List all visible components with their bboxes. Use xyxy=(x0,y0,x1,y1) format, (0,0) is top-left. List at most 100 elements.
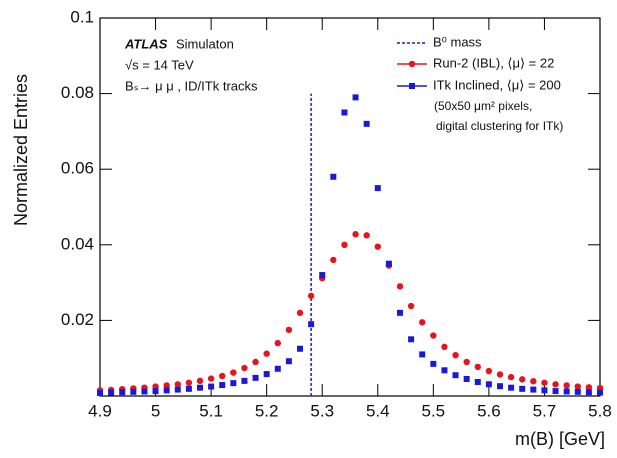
point xyxy=(363,232,370,239)
point xyxy=(496,371,504,378)
y-axis-title: Normalized Entries xyxy=(11,74,31,226)
point xyxy=(463,358,470,366)
point xyxy=(374,185,381,192)
point xyxy=(341,241,348,248)
x-tick-label: 5.4 xyxy=(366,401,390,420)
point xyxy=(174,381,181,388)
legend-note: digital clustering for ITk) xyxy=(436,119,563,133)
point xyxy=(541,387,548,394)
point xyxy=(263,350,270,357)
point xyxy=(407,302,415,310)
point xyxy=(285,326,293,334)
point xyxy=(552,381,559,388)
point xyxy=(352,231,359,238)
annotation: Simulaton xyxy=(176,36,234,51)
point xyxy=(441,343,448,351)
annotation: Bₛ→ μ μ , ID/ITk tracks xyxy=(125,78,258,93)
point xyxy=(463,375,470,382)
y-tick-label: 0.02 xyxy=(61,310,94,329)
x-tick-label: 5.1 xyxy=(199,401,223,420)
point xyxy=(474,363,481,371)
point xyxy=(119,389,126,396)
point xyxy=(530,386,537,393)
point xyxy=(307,292,315,300)
point xyxy=(563,382,570,389)
point xyxy=(508,384,515,391)
point xyxy=(219,372,226,380)
point xyxy=(485,367,493,375)
point xyxy=(519,376,526,383)
x-tick-label: 5.7 xyxy=(533,401,557,420)
point xyxy=(408,336,415,343)
point xyxy=(507,373,515,381)
point xyxy=(530,378,537,385)
point xyxy=(308,321,315,328)
point xyxy=(108,389,115,396)
point xyxy=(374,243,381,250)
point xyxy=(352,94,359,101)
point xyxy=(241,377,248,384)
y-tick-label: 0.04 xyxy=(61,234,94,253)
x-tick-label: 5.8 xyxy=(588,401,612,420)
point xyxy=(574,388,581,395)
annotation: √s = 14 TeV xyxy=(125,57,194,72)
point xyxy=(152,388,159,395)
point xyxy=(341,109,348,116)
point xyxy=(363,120,370,127)
point xyxy=(452,372,459,379)
point xyxy=(252,374,259,381)
point xyxy=(396,283,404,290)
point xyxy=(330,256,337,264)
point xyxy=(207,375,215,382)
legend-label: Run-2 (IBL), ⟨μ⟩ = 22 xyxy=(433,55,554,70)
point xyxy=(297,345,303,352)
x-tick-label: 5 xyxy=(151,401,160,420)
legend-marker xyxy=(408,60,416,68)
point xyxy=(208,383,215,390)
y-tick-label: 0.1 xyxy=(70,7,94,26)
point xyxy=(319,272,326,279)
plot-frame xyxy=(99,17,601,397)
point xyxy=(285,358,292,365)
point xyxy=(130,388,137,395)
point xyxy=(241,364,248,372)
x-tick-label: 5.2 xyxy=(255,401,279,420)
point xyxy=(296,309,304,317)
point xyxy=(397,309,403,316)
point xyxy=(97,389,103,396)
legend-note: (50x50 μm² pixels, xyxy=(434,99,532,113)
point xyxy=(185,385,192,392)
point xyxy=(419,351,426,358)
x-axis-title: m(B) [GeV] xyxy=(515,429,605,449)
point xyxy=(385,260,392,267)
point xyxy=(196,377,204,385)
point xyxy=(197,384,203,391)
x-tick-label: 4.9 xyxy=(88,401,112,420)
legend-label: B⁰ mass xyxy=(433,34,482,49)
point xyxy=(163,382,170,389)
point xyxy=(541,379,548,386)
point xyxy=(574,383,581,390)
point xyxy=(252,358,259,366)
point xyxy=(419,319,426,326)
point xyxy=(441,367,448,374)
point xyxy=(263,371,270,378)
point xyxy=(485,381,492,388)
point xyxy=(330,173,337,180)
point xyxy=(230,369,237,376)
point xyxy=(585,389,592,396)
point xyxy=(452,351,459,359)
point xyxy=(430,332,437,339)
point xyxy=(163,387,170,394)
x-tick-label: 5.5 xyxy=(422,401,446,420)
y-tick-label: 0.08 xyxy=(61,83,94,102)
point xyxy=(497,383,503,390)
point xyxy=(185,379,193,386)
point xyxy=(563,388,570,395)
point xyxy=(430,360,437,367)
point xyxy=(585,384,593,391)
y-tick-label: 0.06 xyxy=(61,159,94,178)
point xyxy=(174,386,181,393)
point xyxy=(597,389,603,396)
